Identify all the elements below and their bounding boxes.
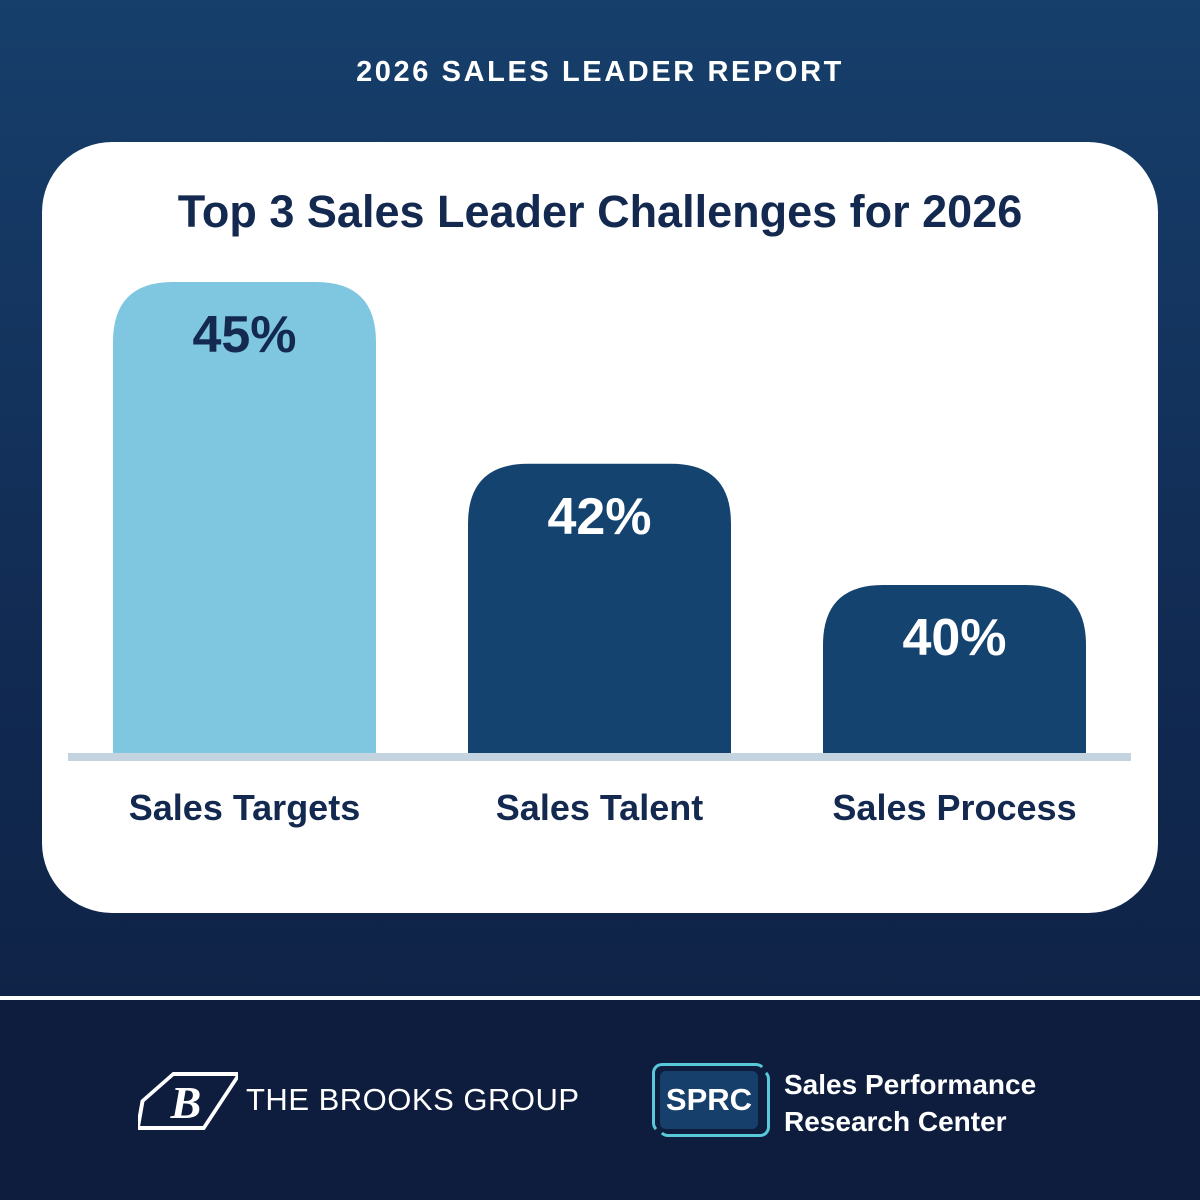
footer xyxy=(0,1000,1200,1200)
sprc-name-line2: Research Center xyxy=(784,1106,1007,1137)
data-label: 40% xyxy=(902,609,1006,667)
category-label: Sales Targets xyxy=(129,787,360,828)
chart-title: Top 3 Sales Leader Challenges for 2026 xyxy=(177,186,1023,237)
category-label: Sales Process xyxy=(832,787,1076,828)
bar-sales-talent xyxy=(468,463,731,753)
category-label: Sales Talent xyxy=(496,787,703,828)
report-title: 2026 SALES LEADER REPORT xyxy=(356,56,844,88)
footer-divider xyxy=(0,996,1200,1000)
data-label: 45% xyxy=(192,306,296,364)
bar-sales-targets xyxy=(113,282,376,753)
x-axis-baseline xyxy=(68,753,1131,761)
sprc-badge-text: SPRC xyxy=(660,1071,758,1129)
brooks-group-name: THE BROOKS GROUP xyxy=(246,1082,580,1117)
sprc-name: Sales Performance Research Center xyxy=(784,1066,1036,1140)
data-label: 42% xyxy=(547,488,651,546)
sprc-logo-icon: SPRC xyxy=(652,1063,770,1137)
svg-text:B: B xyxy=(170,1077,202,1128)
bar-sales-process xyxy=(823,585,1086,753)
sprc-name-line1: Sales Performance xyxy=(784,1069,1037,1100)
brooks-b-logo-icon: B xyxy=(138,1072,238,1130)
